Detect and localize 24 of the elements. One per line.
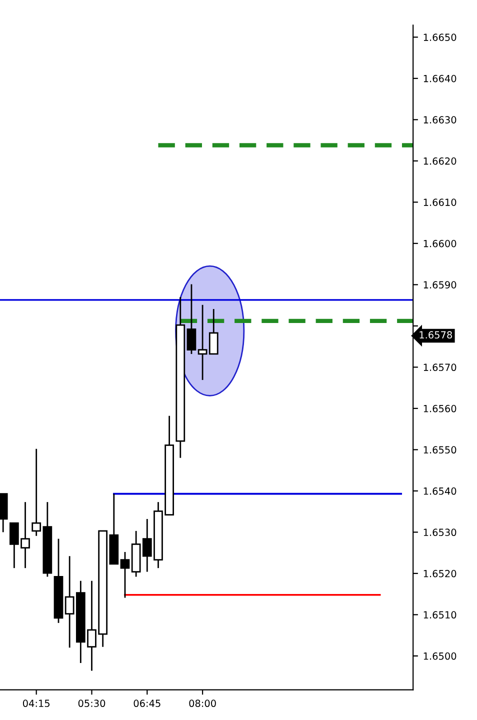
x-tick-label: 06:45 (134, 700, 160, 708)
x-tick-label: 05:30 (78, 700, 106, 708)
y-tick-label: 1.6630 (424, 116, 456, 124)
x-tick-label: 04:15 (22, 700, 50, 708)
y-tick-label: 1.6510 (424, 611, 456, 619)
y-tick-label: 1.6530 (424, 528, 456, 536)
candlestick (208, 308, 218, 355)
y-tick-label: 1.6590 (424, 281, 456, 289)
y-tick-label: 1.6600 (424, 240, 456, 248)
y-tick-label: 1.6650 (424, 34, 456, 41)
y-tick-label: 1.6500 (424, 652, 456, 660)
y-tick-label: 1.6570 (424, 364, 456, 372)
y-tick-label: 1.6610 (424, 198, 456, 206)
y-tick-label: 1.6540 (424, 487, 456, 495)
y-tick-label: 1.6520 (424, 570, 456, 578)
x-tick-label: 08:00 (189, 700, 216, 708)
y-tick-label: 1.6550 (424, 446, 456, 454)
candlestick (198, 304, 208, 381)
y-tick-label: 1.6560 (424, 404, 456, 412)
candlestick (186, 284, 196, 355)
y-tick-label: 1.6620 (424, 157, 456, 165)
text: 1.6578 (420, 331, 452, 339)
candlestick (120, 551, 130, 598)
y-tick-label: 1.6640 (424, 74, 456, 82)
